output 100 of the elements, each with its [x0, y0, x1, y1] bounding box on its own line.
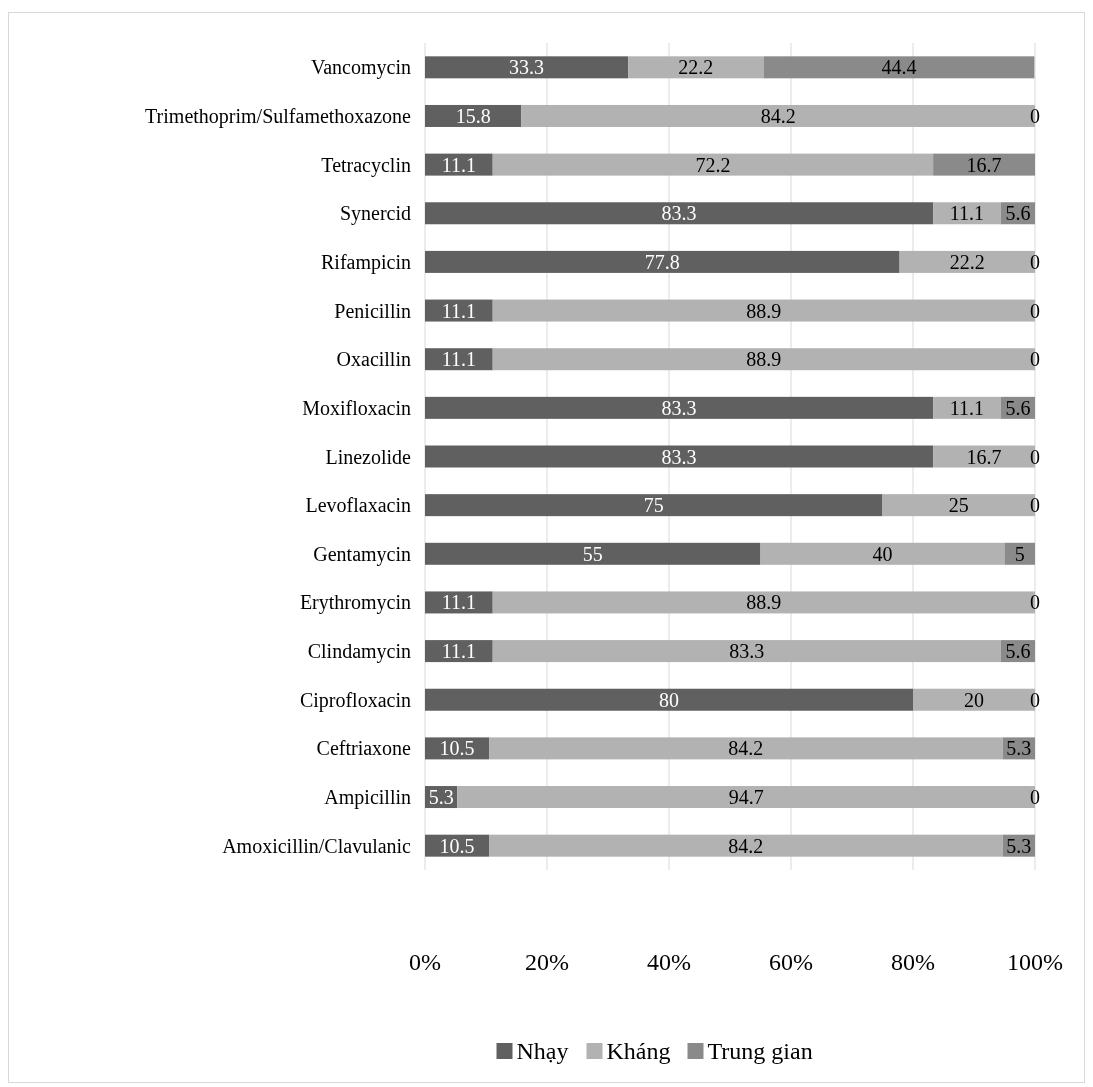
x-tick-label: 60%: [769, 949, 813, 975]
bar: [425, 445, 934, 468]
data-label: 0: [1030, 348, 1040, 371]
data-label: 11.1: [441, 299, 476, 322]
legend-label: Kháng: [606, 1038, 671, 1065]
data-label: 5.6: [1005, 640, 1031, 663]
data-label: 83.3: [729, 640, 765, 663]
data-label: 22.2: [678, 56, 714, 79]
data-label: 20: [964, 688, 984, 711]
bar: [763, 56, 1035, 79]
data-label: 22.2: [949, 250, 985, 273]
bar: [628, 56, 764, 79]
y-tick-label: Rifampicin: [321, 250, 411, 274]
bar: [425, 104, 522, 127]
y-tick-label: Gentamycin: [313, 542, 411, 566]
bar: [489, 834, 1003, 857]
data-label: 0: [1030, 688, 1040, 711]
y-tick-label: Erythromycin: [299, 591, 411, 615]
data-label: 55: [582, 542, 603, 565]
legend-label: Nhạy: [516, 1038, 569, 1065]
data-label: 84.2: [728, 737, 764, 760]
x-tick-label: 0%: [409, 949, 441, 975]
bar: [760, 542, 1005, 565]
y-tick-label: Synercid: [339, 202, 411, 226]
data-label: 11.1: [441, 640, 476, 663]
y-tick-label: Moxifloxacin: [302, 396, 411, 419]
bar: [425, 688, 913, 711]
y-tick-label: Ampicillin: [324, 786, 411, 810]
data-label: 83.3: [661, 396, 697, 419]
data-label: 44.4: [881, 56, 917, 79]
data-label: 5.6: [1005, 202, 1031, 225]
y-tick-label: Ciprofloxacin: [299, 688, 411, 712]
data-label: 5: [1014, 542, 1025, 565]
bar: [489, 737, 1003, 760]
data-label: 94.7: [728, 786, 764, 809]
bar: [425, 396, 934, 419]
bar: [425, 299, 493, 322]
data-label: 11.1: [441, 348, 476, 371]
bar: [425, 56, 629, 79]
data-label: 11.1: [441, 591, 476, 614]
bar: [933, 396, 1001, 419]
x-tick-label: 100%: [1007, 949, 1063, 975]
y-tick-label: Penicillin: [334, 299, 411, 322]
y-tick-label: Trimethoprim/Sulfamethoxazone: [145, 104, 412, 128]
data-label: 11.1: [949, 396, 985, 419]
data-label: 75: [643, 494, 664, 517]
data-label: 88.9: [746, 591, 782, 614]
data-label: 0: [1030, 299, 1040, 322]
data-label: 15.8: [455, 104, 491, 127]
bar: [933, 153, 1035, 176]
data-label: 11.1: [949, 202, 985, 225]
bar: [425, 153, 493, 176]
data-label: 5.3: [428, 786, 454, 809]
data-label: 16.7: [966, 445, 1002, 468]
data-label: 33.3: [509, 56, 545, 79]
y-tick-label: Levoflaxacin: [305, 494, 411, 517]
data-label: 88.9: [746, 299, 782, 322]
data-label: 11.1: [441, 153, 476, 176]
bar: [425, 202, 934, 225]
x-tick-label: 20%: [525, 949, 569, 975]
data-label: 84.2: [728, 834, 764, 857]
y-tick-label: Vancomycin: [311, 56, 411, 80]
bar: [933, 202, 1001, 225]
data-label: 0: [1030, 786, 1040, 809]
data-label: 10.5: [439, 737, 475, 760]
y-tick-label: Clindamycin: [307, 640, 411, 664]
data-label: 0: [1030, 250, 1040, 273]
data-label: 10.5: [439, 834, 475, 857]
data-label: 5.6: [1005, 396, 1031, 419]
bar: [492, 640, 1001, 663]
bar: [425, 250, 900, 273]
data-label: 83.3: [661, 202, 697, 225]
y-tick-label: Oxacillin: [336, 348, 411, 371]
bar: [425, 591, 493, 614]
y-tick-label: Amoxicillin/Clavulanic: [222, 834, 412, 857]
data-label: 77.8: [644, 250, 680, 273]
data-label: 72.2: [695, 153, 731, 176]
bar: [492, 153, 934, 176]
data-label: 84.2: [760, 104, 796, 127]
data-label: 5.3: [1006, 834, 1032, 857]
x-tick-label: 40%: [647, 949, 691, 975]
y-tick-label: Ceftriaxone: [316, 737, 412, 760]
data-label: 0: [1030, 445, 1040, 468]
x-tick-label: 80%: [891, 949, 935, 975]
y-tick-label: Tetracyclin: [321, 153, 411, 177]
bar: [425, 640, 493, 663]
data-label: 0: [1030, 494, 1040, 517]
data-label: 25: [948, 494, 969, 517]
data-label: 88.9: [746, 348, 782, 371]
data-label: 83.3: [661, 445, 697, 468]
data-label: 0: [1030, 591, 1040, 614]
data-label: 80: [659, 688, 679, 711]
data-label: 40: [872, 542, 893, 565]
data-label: 16.7: [966, 153, 1002, 176]
legend-label: Trung gian: [707, 1038, 813, 1065]
bar: [425, 494, 883, 517]
bar: [425, 348, 493, 371]
bar: [425, 542, 761, 565]
y-tick-label: Linezolide: [325, 445, 412, 468]
data-label: 5.3: [1006, 737, 1032, 760]
